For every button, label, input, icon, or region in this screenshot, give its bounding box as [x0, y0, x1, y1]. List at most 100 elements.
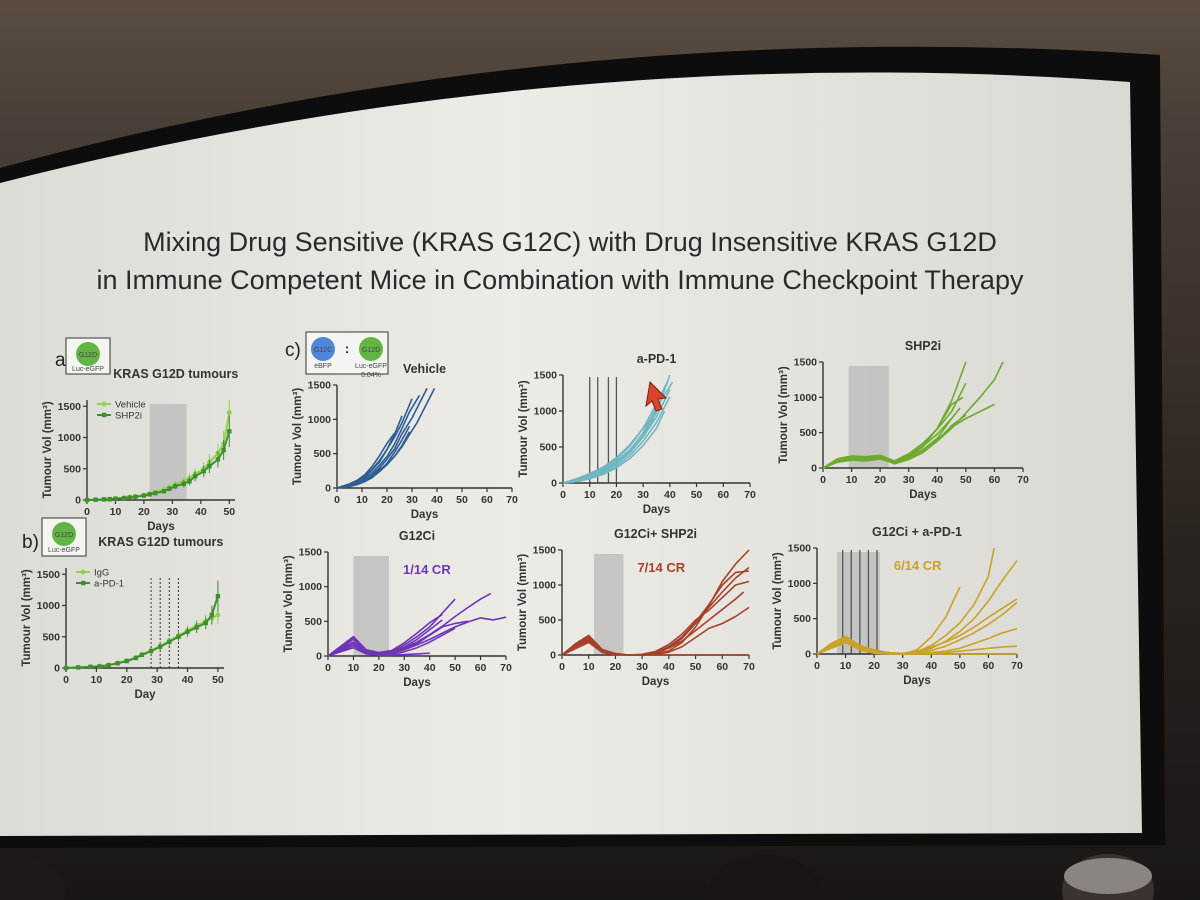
chart-title: G12Ci + a-PD-1 — [872, 525, 962, 539]
data-point — [221, 447, 226, 453]
x-tick-label: 40 — [195, 506, 207, 518]
y-tick-label: 1500 — [534, 370, 558, 382]
icon-c-left-label: G12C — [314, 347, 332, 354]
y-tick-label: 1500 — [299, 547, 323, 559]
x-tick-label: 70 — [1011, 660, 1023, 672]
data-point — [93, 497, 98, 502]
x-tick-label: 60 — [989, 474, 1001, 486]
legend-marker — [101, 401, 107, 407]
x-tick-label: 0 — [334, 494, 340, 506]
x-tick-label: 10 — [356, 494, 368, 506]
icon-b-bottom-label: Luc-eGFP — [48, 547, 80, 554]
x-tick-label: 40 — [925, 660, 937, 672]
data-point — [209, 612, 215, 618]
treatment-window-shade — [594, 554, 624, 655]
x-tick-label: 30 — [897, 660, 909, 672]
icon-a-top-label: G12D — [79, 352, 97, 359]
x-tick-label: 50 — [223, 506, 235, 518]
data-point — [127, 495, 132, 500]
data-point — [157, 644, 163, 649]
x-tick-label: 70 — [1017, 474, 1029, 486]
series-line — [336, 431, 411, 489]
data-point — [124, 658, 129, 664]
x-tick-label: 0 — [84, 506, 90, 518]
x-tick-label: 70 — [506, 494, 518, 506]
y-axis-label: Tumour Vol (mm³) — [772, 552, 784, 649]
x-tick-label: 60 — [475, 662, 487, 674]
y-tick-label: 500 — [63, 463, 81, 475]
x-tick-label: 50 — [456, 494, 468, 506]
data-point — [101, 497, 107, 502]
g12d-tumour-icon-b: G12D Luc-eGFP — [41, 517, 87, 557]
x-tick-label: 50 — [960, 474, 972, 486]
y-axis-label: Tumour Vol (mm³) — [42, 401, 54, 498]
tumour-mixing-icon: : G12C G12D eBFP Luc-eGFP 0.04% — [305, 331, 389, 379]
x-tick-label: 0 — [63, 674, 69, 686]
y-tick-label: 500 — [313, 448, 331, 460]
data-point — [84, 497, 90, 503]
y-tick-label: 0 — [550, 650, 556, 662]
x-tick-label: 10 — [846, 474, 858, 486]
y-tick-label: 1000 — [788, 578, 812, 590]
data-point — [106, 662, 111, 668]
series-line — [562, 410, 658, 484]
x-tick-label: 20 — [138, 506, 150, 518]
data-point — [133, 494, 138, 500]
x-tick-label: 30 — [398, 662, 410, 674]
data-point — [176, 634, 181, 639]
g12d-tumour-icon-a: G12D Luc-eGFP — [65, 337, 111, 375]
y-tick-label: 1000 — [37, 600, 61, 612]
x-tick-label: 0 — [814, 660, 820, 672]
x-tick-label: 20 — [611, 489, 623, 501]
x-tick-label: 10 — [110, 506, 122, 518]
icon-a-bottom-label: Luc-eGFP — [72, 366, 104, 373]
y-tick-label: 1500 — [37, 569, 61, 581]
y-tick-label: 1500 — [794, 357, 818, 369]
y-tick-label: 1000 — [534, 406, 558, 418]
icon-b-top-label: G12D — [55, 532, 73, 539]
x-tick-label: 30 — [167, 506, 179, 518]
treatment-window-shade — [848, 366, 889, 468]
data-point — [161, 489, 167, 494]
x-tick-label: 70 — [743, 661, 755, 673]
x-tick-label: 40 — [663, 661, 675, 673]
chart-title: G12Ci — [399, 529, 435, 543]
x-tick-label: 10 — [583, 661, 595, 673]
x-tick-label: 60 — [481, 494, 493, 506]
data-point — [187, 479, 192, 484]
pointer-arrow-icon — [645, 380, 668, 412]
legend-marker — [81, 580, 86, 586]
data-point — [226, 410, 232, 415]
x-tick-label: 60 — [716, 661, 728, 673]
x-tick-label: 50 — [690, 661, 702, 673]
y-tick-label: 1500 — [308, 380, 332, 392]
y-tick-label: 1000 — [533, 580, 557, 592]
series-line — [816, 641, 1017, 655]
y-axis-label: Tumour Vol (mm³) — [518, 380, 530, 477]
y-tick-label: 500 — [42, 631, 60, 643]
y-tick-label: 0 — [551, 478, 557, 490]
x-axis-label: Days — [643, 504, 671, 516]
y-tick-label: 1000 — [299, 581, 323, 593]
x-tick-label: 40 — [424, 662, 436, 674]
y-axis-label: Tumour Vol (mm³) — [517, 554, 529, 651]
x-tick-label: 20 — [610, 661, 622, 673]
x-axis-label: Days — [403, 677, 431, 689]
panel-c-label: c) — [285, 340, 301, 361]
icon-c-right-caption: Luc-eGFP — [355, 363, 387, 370]
y-axis-label: Tumour Vol (mm³) — [21, 569, 33, 666]
legend-label: SHP2i — [115, 411, 142, 422]
data-point — [113, 496, 118, 501]
slide-title-line-1: Mixing Drug Sensitive (KRAS G12C) with D… — [143, 227, 997, 257]
series-line — [562, 410, 666, 484]
x-tick-label: 50 — [449, 662, 461, 674]
x-tick-label: 50 — [691, 489, 703, 501]
chart-g12ci-apd1: 0 10 20 30 40 50 60 70 0 500 1000 1500 Days Tumour Vo… — [772, 525, 1023, 687]
x-tick-label: 10 — [840, 660, 852, 672]
x-tick-label: 0 — [560, 489, 566, 501]
x-tick-label: 50 — [954, 660, 966, 672]
x-axis-label: Day — [134, 689, 156, 701]
chart-title: SHP2i — [905, 339, 941, 353]
